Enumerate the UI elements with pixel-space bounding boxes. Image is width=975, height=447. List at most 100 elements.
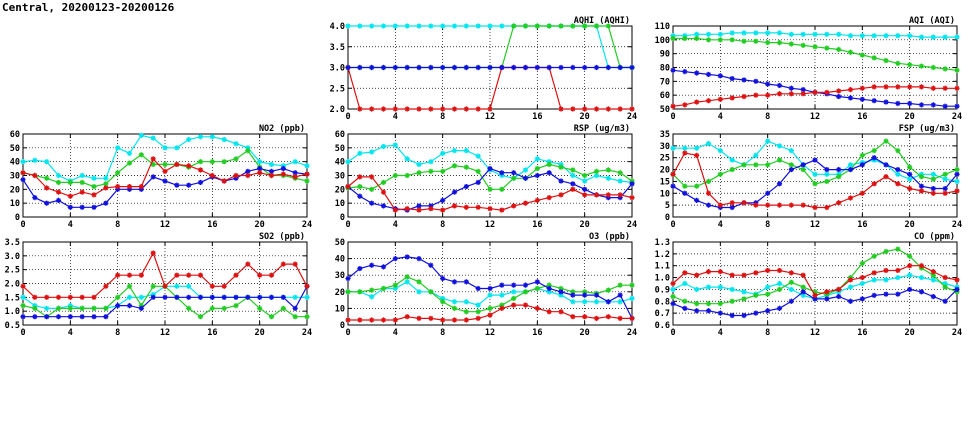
data-point-marker (942, 176, 948, 182)
data-point-marker (380, 106, 387, 112)
data-point-marker (150, 291, 156, 298)
data-point-marker (930, 176, 936, 182)
y-tick-label: 60 (335, 130, 345, 140)
data-point-marker (824, 204, 830, 211)
x-tick-label: 12 (810, 328, 820, 338)
y-tick-label: 30 (335, 271, 345, 281)
data-point-marker (392, 317, 398, 323)
data-point-marker (522, 64, 529, 71)
data-point-marker (670, 145, 676, 151)
data-point-marker (942, 103, 948, 109)
data-point-marker (895, 171, 901, 177)
data-point-marker (150, 161, 156, 168)
data-point-marker (304, 294, 310, 300)
data-point-marker (292, 174, 298, 180)
data-point-marker (103, 185, 109, 191)
data-point-marker (705, 31, 712, 37)
data-point-marker (150, 283, 156, 289)
data-point-marker (895, 291, 901, 297)
data-point-marker (954, 171, 960, 177)
data-point-marker (126, 186, 133, 192)
data-point-marker (186, 136, 192, 143)
page-title: Central, 20200123-20200126 (2, 1, 175, 14)
data-point-marker (930, 171, 936, 177)
data-point-marker (463, 64, 469, 71)
data-point-marker (729, 286, 735, 293)
data-point-marker (776, 181, 783, 187)
y-tick-label: 0 (340, 321, 345, 331)
x-tick-label: 20 (905, 220, 915, 230)
data-point-marker (776, 157, 783, 163)
data-point-marker (55, 179, 62, 186)
data-point-marker (369, 287, 375, 293)
y-tick-label: 3.5 (5, 238, 20, 248)
data-point-marker (428, 262, 434, 268)
data-point-marker (824, 45, 830, 51)
data-point-marker (800, 42, 806, 48)
data-point-marker (570, 186, 576, 192)
data-point-marker (907, 272, 913, 278)
data-point-marker (859, 96, 865, 102)
data-point-marker (776, 143, 783, 149)
data-point-marker (428, 168, 434, 174)
data-point-marker (428, 159, 434, 165)
data-point-marker (103, 181, 109, 187)
x-tick-label: 4 (393, 112, 398, 122)
data-point-marker (617, 64, 623, 71)
data-point-marker (546, 309, 552, 315)
data-point-marker (682, 190, 688, 196)
data-point-marker (705, 284, 712, 290)
data-point-marker (753, 78, 759, 84)
data-point-marker (694, 99, 700, 105)
data-point-marker (788, 166, 794, 173)
data-point-marker (44, 305, 50, 311)
data-point-marker (954, 85, 960, 91)
data-point-marker (392, 207, 398, 213)
data-point-marker (776, 30, 783, 36)
data-point-marker (942, 171, 948, 177)
data-point-marker (694, 308, 700, 314)
data-point-marker (788, 41, 794, 47)
x-tick-label: 4 (718, 328, 723, 338)
data-point-marker (918, 102, 925, 108)
data-point-marker (800, 162, 806, 168)
data-point-marker (788, 162, 794, 168)
data-point-marker (44, 175, 50, 181)
x-tick-label: 20 (905, 112, 915, 122)
series-red (345, 174, 635, 213)
data-point-marker (605, 287, 611, 293)
data-point-marker (369, 262, 375, 268)
data-point-marker (404, 206, 410, 212)
x-tick-label: 8 (765, 328, 770, 338)
data-point-marker (705, 98, 712, 104)
data-point-marker (186, 163, 192, 169)
data-point-marker (428, 106, 434, 112)
data-point-marker (824, 89, 830, 95)
data-point-marker (617, 195, 623, 201)
chart-o3: 0 4 8 12 16 20 24 0 10 20 30 40 50 O3 (ppb) (335, 232, 637, 338)
data-point-marker (558, 178, 564, 184)
data-point-marker (836, 174, 842, 180)
data-point-marker (895, 274, 901, 281)
series-blue (20, 283, 310, 320)
data-point-marker (511, 175, 517, 181)
data-point-marker (55, 172, 62, 179)
x-tick-label: 24 (627, 328, 637, 338)
data-point-marker (670, 183, 676, 189)
data-point-marker (197, 314, 204, 320)
y-tick-label: 0.9 (655, 285, 670, 295)
data-point-marker (174, 283, 180, 289)
y-tick-label: 20 (660, 166, 670, 176)
data-point-marker (162, 294, 168, 300)
data-point-marker (440, 23, 446, 29)
data-point-marker (487, 292, 493, 298)
data-point-marker (593, 64, 600, 71)
data-point-marker (91, 192, 97, 198)
data-point-marker (392, 282, 398, 288)
data-point-marker (729, 166, 735, 173)
data-point-marker (765, 284, 771, 290)
data-point-marker (593, 292, 600, 298)
data-point-marker (345, 317, 351, 323)
data-point-marker (268, 161, 275, 168)
data-point-marker (871, 148, 877, 154)
